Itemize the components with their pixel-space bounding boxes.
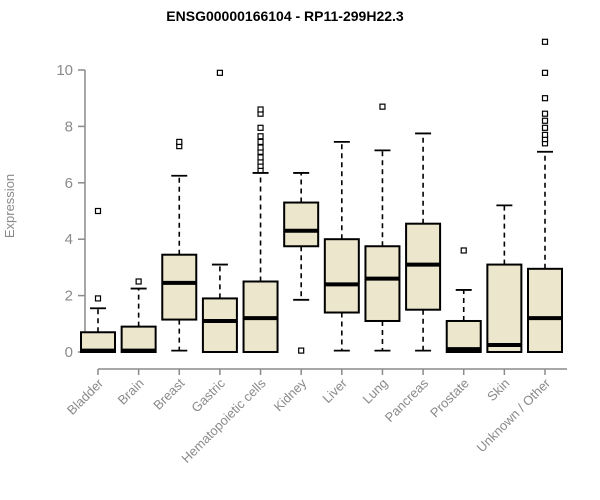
y-tick-label: 8 xyxy=(65,118,73,135)
outlier-point xyxy=(541,124,549,131)
iqr-box xyxy=(364,245,401,322)
outlier-point xyxy=(257,106,264,113)
x-tick-label: Bladder xyxy=(64,375,107,418)
outlier-point xyxy=(257,133,264,140)
x-tick-label: Unknown / Other xyxy=(474,375,554,455)
box-gastric xyxy=(201,69,238,354)
y-tick-label: 0 xyxy=(65,344,73,361)
x-tick-label: Skin xyxy=(484,376,512,404)
y-tick-label: 4 xyxy=(65,231,73,248)
outlier-point xyxy=(257,138,264,146)
iqr-box xyxy=(161,253,198,321)
outlier-point xyxy=(257,124,264,131)
box-skin xyxy=(486,204,523,353)
iqr-box xyxy=(445,319,482,354)
x-tick-label: Lung xyxy=(360,376,391,407)
outlier-point xyxy=(176,138,183,146)
box-unknown-other xyxy=(527,38,563,353)
x-tick-label: Breast xyxy=(150,375,187,412)
outlier-point xyxy=(541,131,549,138)
iqr-box xyxy=(120,325,157,353)
box-brain xyxy=(120,278,157,353)
outlier-point xyxy=(541,69,549,76)
outlier-point xyxy=(379,103,386,110)
box-pancreas xyxy=(405,132,442,352)
y-tick-label: 6 xyxy=(65,175,73,192)
outlier-point xyxy=(257,144,264,151)
y-axis-label: Expression xyxy=(2,174,17,238)
iqr-box xyxy=(201,297,238,354)
box-kidney xyxy=(283,172,320,354)
outlier-point xyxy=(94,295,102,302)
box-prostate xyxy=(445,247,482,354)
x-tick-label: Pancreas xyxy=(382,375,432,425)
outlier-point xyxy=(541,110,549,117)
iqr-box xyxy=(283,201,320,248)
outlier-point xyxy=(94,207,102,215)
iqr-box xyxy=(527,267,563,353)
outlier-point xyxy=(460,247,467,254)
x-tick-label: Prostate xyxy=(427,376,472,421)
x-tick-label: Gastric xyxy=(188,375,228,415)
iqr-box xyxy=(486,263,523,353)
x-tick-label: Kidney xyxy=(271,375,310,414)
x-tick-label: Brain xyxy=(115,376,147,408)
chart-title: ENSG00000166104 - RP11-299H22.3 xyxy=(166,8,404,24)
box-lung xyxy=(364,103,401,352)
box-hematopoietic-cells xyxy=(242,106,279,353)
outlier-point xyxy=(135,278,142,285)
boxplot-series xyxy=(80,38,563,354)
outlier-point xyxy=(216,69,224,76)
outlier-point xyxy=(541,95,549,102)
box-breast xyxy=(161,138,198,352)
x-tick-label: Liver xyxy=(319,375,350,406)
outlier-point xyxy=(541,38,549,45)
iqr-box xyxy=(405,222,442,311)
y-tick-label: 10 xyxy=(56,62,73,79)
box-liver xyxy=(323,141,360,352)
outlier-point xyxy=(298,347,305,354)
y-tick-label: 2 xyxy=(65,288,73,305)
box-bladder xyxy=(80,207,116,354)
outlier-point xyxy=(257,154,264,161)
outlier-point xyxy=(541,117,549,124)
iqr-box xyxy=(323,238,360,314)
